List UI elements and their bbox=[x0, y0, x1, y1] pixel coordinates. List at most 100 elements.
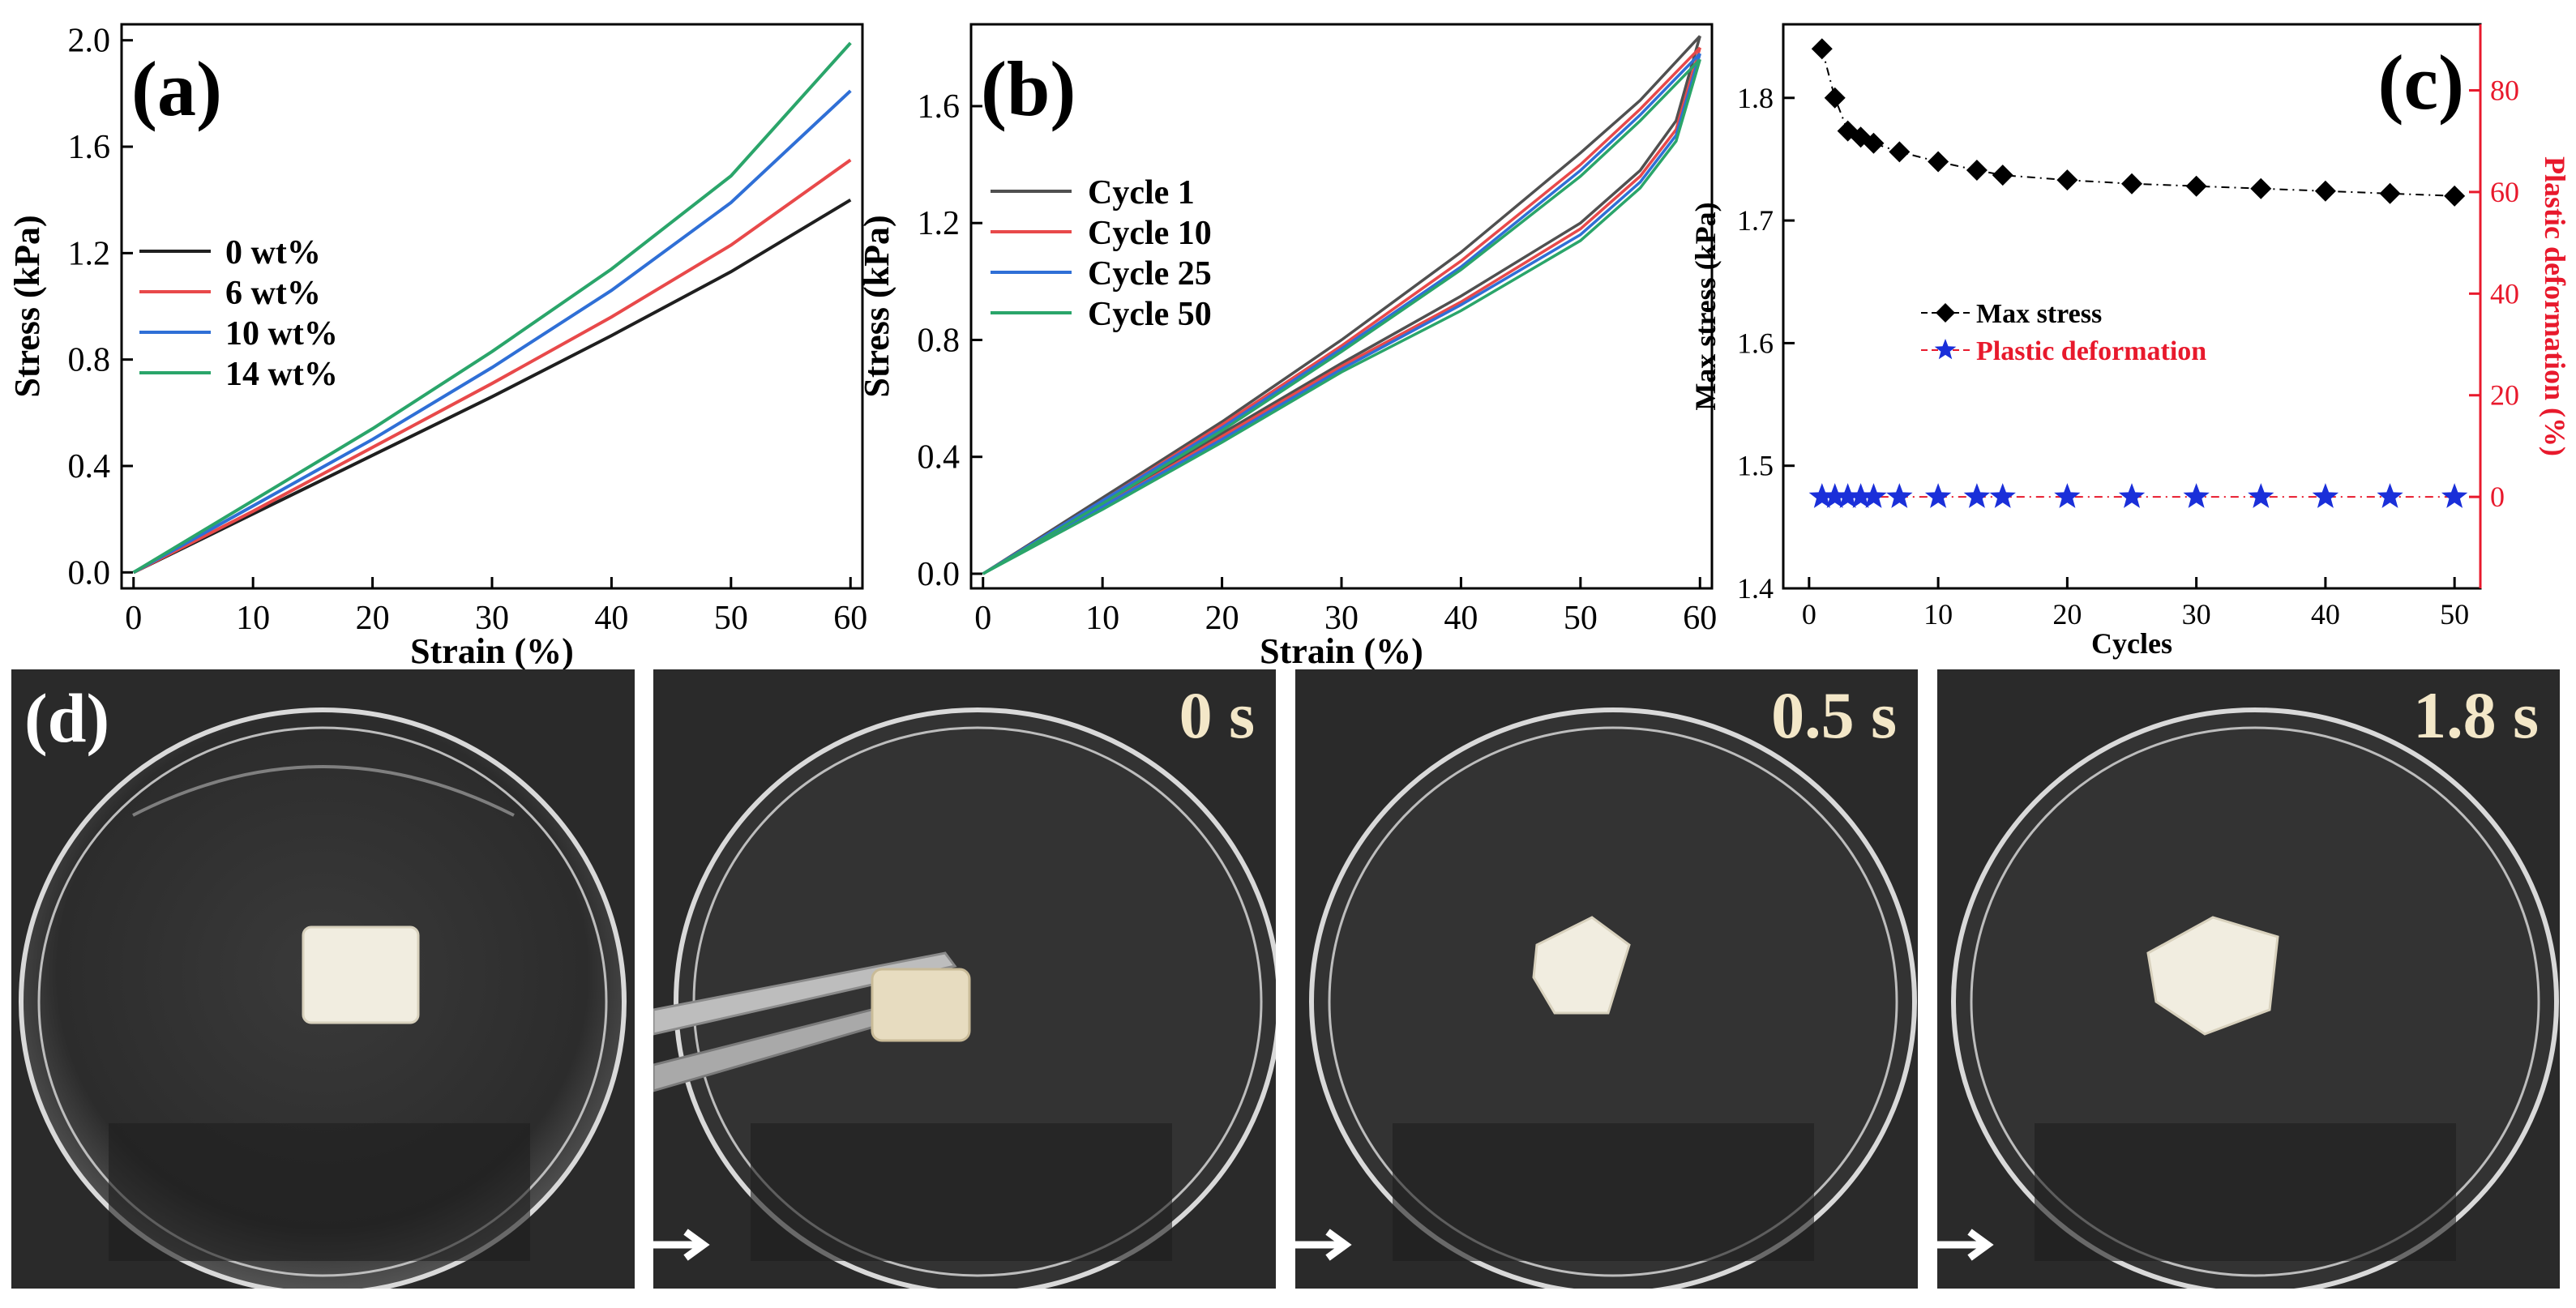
plastic-deformation-point bbox=[1834, 483, 1861, 508]
max-stress-point bbox=[1811, 38, 1833, 60]
legend-label: 10 wt% bbox=[225, 315, 338, 353]
dark-bottom-region bbox=[751, 1123, 1172, 1261]
x-tick-label: 0 bbox=[974, 600, 991, 637]
y-axis-label: Stress (kPa) bbox=[7, 215, 47, 397]
plastic-deformation-point bbox=[1963, 483, 1991, 508]
y-tick-label: 1.7 bbox=[1737, 204, 1774, 237]
y-tick-label: 0.4 bbox=[918, 439, 961, 477]
max-stress-point bbox=[2379, 182, 2401, 204]
max-stress-point bbox=[1824, 87, 1846, 109]
loading-curve bbox=[982, 52, 1701, 575]
y-right-tick-label: 0 bbox=[2490, 481, 2505, 513]
max-stress-point bbox=[1928, 151, 1949, 173]
x-tick-label: 10 bbox=[1085, 600, 1119, 637]
legend-label: Cycle 1 bbox=[1088, 174, 1195, 212]
legend-label: Cycle 10 bbox=[1088, 215, 1212, 252]
dark-bottom-region bbox=[1393, 1123, 1814, 1261]
y-tick-label: 0.0 bbox=[68, 554, 111, 592]
x-axis-label: Cycles bbox=[2091, 627, 2172, 660]
time-label-0s: 0 s bbox=[1179, 678, 1255, 752]
max-stress-point bbox=[2314, 180, 2336, 202]
x-tick-label: 0 bbox=[1802, 598, 1816, 630]
plastic-deformation-point bbox=[2183, 483, 2210, 508]
y-tick-label: 1.6 bbox=[918, 88, 961, 126]
x-tick-label: 30 bbox=[475, 600, 509, 637]
max-stress-point bbox=[1992, 165, 2013, 186]
max-stress-point bbox=[1966, 160, 1988, 182]
x-axis-label: Strain (%) bbox=[410, 631, 574, 669]
legend-label: Cycle 25 bbox=[1088, 255, 1212, 293]
plastic-deformation-point bbox=[2312, 483, 2339, 508]
plastic-deformation-point bbox=[1860, 483, 1887, 508]
y-tick-label: 2.0 bbox=[68, 23, 111, 60]
x-tick-label: 40 bbox=[1444, 600, 1478, 637]
max-stress-point bbox=[2444, 185, 2466, 207]
series-line-6-wt- bbox=[132, 158, 852, 575]
x-tick-label: 30 bbox=[1324, 600, 1359, 637]
legend-label: 14 wt% bbox=[225, 356, 338, 393]
legend-label: 6 wt% bbox=[225, 275, 321, 312]
x-tick-label: 60 bbox=[833, 600, 867, 637]
x-tick-label: 50 bbox=[714, 600, 748, 637]
x-tick-label: 50 bbox=[1564, 600, 1598, 637]
legend-label: Cycle 50 bbox=[1088, 296, 1212, 333]
max-stress-point bbox=[2185, 175, 2207, 197]
legend-label: Max stress bbox=[1976, 299, 2102, 329]
time-label-1-8s: 1.8 s bbox=[2413, 678, 2539, 752]
plastic-deformation-point bbox=[1847, 483, 1874, 508]
y-tick-label: 1.6 bbox=[1737, 327, 1774, 359]
dark-bottom-region bbox=[2035, 1123, 2456, 1261]
y-right-tick-label: 20 bbox=[2490, 379, 2519, 412]
y-tick-label: 1.2 bbox=[68, 235, 111, 272]
petri-dish-inner-rim bbox=[1328, 726, 1898, 1277]
x-tick-label: 40 bbox=[2311, 598, 2340, 630]
plastic-deformation-point bbox=[1886, 483, 1913, 508]
y-tick-label: 1.8 bbox=[1737, 82, 1774, 114]
chart-b: 0 10 20 30 40 50 60 0.0 0.4 0.8 1.2 1.6 Strain (%) St… bbox=[857, 23, 1717, 669]
panel-label-d: (d) bbox=[24, 679, 110, 757]
y-tick-label: 0.8 bbox=[918, 322, 961, 359]
legend-diamond-icon bbox=[1936, 303, 1955, 323]
white-arrow-icon bbox=[653, 1229, 710, 1261]
photo-frame-4: 1.8 s bbox=[1937, 669, 2560, 1289]
x-axis-label: Strain (%) bbox=[1260, 631, 1423, 669]
legend-label: 0 wt% bbox=[225, 234, 321, 271]
max-stress-point bbox=[2121, 173, 2142, 194]
chart-a: 0 10 20 30 40 50 60 0.0 0.4 0.8 1.2 1.6 2.0 Strain (%… bbox=[7, 23, 867, 669]
x-tick-label: 10 bbox=[1923, 598, 1953, 630]
charts-svg: 0 10 20 30 40 50 60 0.0 0.4 0.8 1.2 1.6 2.0 Strain (%… bbox=[7, 23, 2571, 669]
plot-frame bbox=[969, 23, 1714, 590]
plastic-deformation-point bbox=[1924, 483, 1952, 508]
y-right-tick-label: 60 bbox=[2490, 176, 2519, 208]
y-tick-label: 0.4 bbox=[68, 448, 111, 485]
series-line-14-wt- bbox=[132, 41, 852, 575]
y-tick-label: 1.4 bbox=[1737, 572, 1774, 605]
series-line-0-wt- bbox=[132, 198, 852, 575]
max-stress-line bbox=[1821, 49, 2455, 197]
unloading-curve bbox=[982, 53, 1701, 575]
white-arrow-icon bbox=[1937, 1229, 1994, 1261]
plastic-deformation-point bbox=[1808, 483, 1835, 508]
y-axis-label: Stress (kPa) bbox=[857, 215, 896, 397]
time-label-0-5s: 0.5 s bbox=[1771, 678, 1897, 752]
photo-frame-3: 0.5 s bbox=[1295, 669, 1918, 1289]
plastic-deformation-point bbox=[2377, 483, 2403, 508]
foam-sample bbox=[302, 925, 420, 1024]
x-tick-label: 20 bbox=[2052, 598, 2082, 630]
max-stress-point bbox=[2250, 177, 2272, 199]
y-axis-label-left: Max stress (kPa) bbox=[1689, 202, 1722, 410]
unloading-curve bbox=[982, 58, 1701, 575]
legend-star-icon bbox=[1934, 339, 1957, 360]
photo-frame-2: 0 s bbox=[653, 669, 1276, 1289]
loading-curve bbox=[982, 58, 1701, 575]
x-tick-label: 30 bbox=[2182, 598, 2211, 630]
series-line-10-wt- bbox=[132, 89, 852, 575]
chart-c: 0 10 20 30 40 50 1.4 1.5 1.6 1.7 1.8 0 20 40 60 80 Cycle… bbox=[1689, 23, 2571, 660]
foam-sample bbox=[2146, 916, 2279, 1036]
max-stress-point bbox=[1889, 141, 1911, 163]
photo-frame-1: (d) bbox=[11, 669, 635, 1289]
x-tick-label: 10 bbox=[236, 600, 270, 637]
x-tick-label: 50 bbox=[2440, 598, 2469, 630]
y-right-tick-label: 40 bbox=[2490, 277, 2519, 310]
plastic-deformation-point bbox=[2441, 483, 2468, 508]
